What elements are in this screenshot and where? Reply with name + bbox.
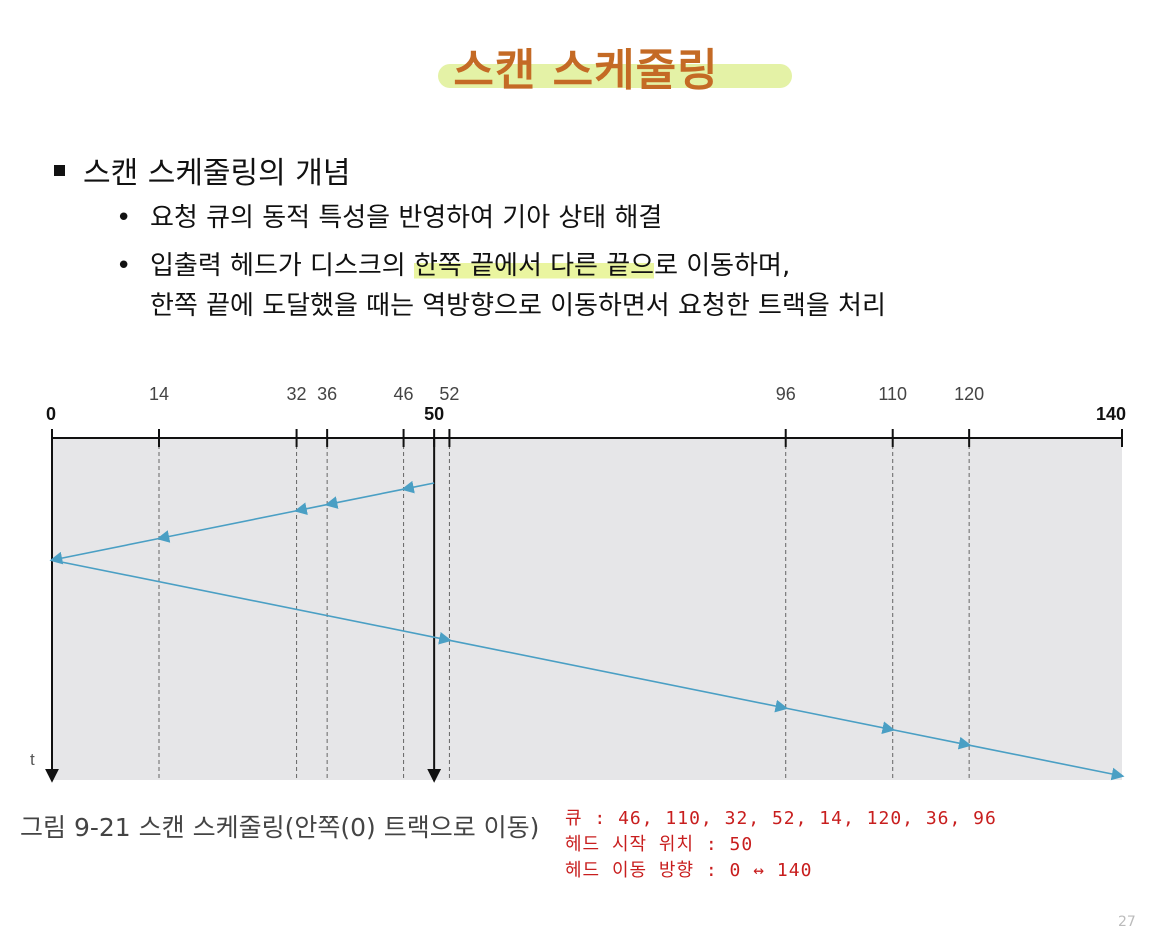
tick-label-120: 120 [954,384,984,404]
tick-label-96: 96 [776,384,796,404]
head-move-96-to-110 [785,707,896,734]
tick-label-52: 52 [439,384,459,404]
title-area: 스캔 스케줄링 [0,28,1172,98]
head-move-46-to-36 [324,488,404,509]
head-move-14-to-0 [49,537,160,565]
head-direction-note: 헤드 이동 방향 : 0 ↔ 140 [565,860,813,881]
head-move-36-to-32 [294,502,328,516]
tick-label-46: 46 [394,384,414,404]
head-move-32-to-14 [156,509,297,543]
time-axis-label: t [30,750,35,769]
main-heading: 스캔 스케줄링의 개념 [83,156,351,191]
page-number: 27 [1118,914,1136,930]
dot-bullet-icon: • [116,251,132,281]
figure-caption: 그림 9-21 스캔 스케줄링(안쪽(0) 트랙으로 이동) [20,813,540,842]
main-bullet: 스캔 스케줄링의 개념 [54,148,350,192]
queue-note: 큐 : 46, 110, 32, 52, 14, 120, 36, 96 [565,808,997,829]
sub-bullet-2-after: 로 이동하며, [654,251,791,281]
head-move-52-to-96 [449,639,789,713]
head-move-110-to-120 [892,728,972,750]
sub-bullet-2-line2: 한쪽 끝에 도달했을 때는 역방향으로 이동하면서 요청한 트랙을 처리 [150,291,886,321]
tick-label-36: 36 [317,384,337,404]
title-highlight [438,64,792,88]
tick-label-50: 50 [424,404,444,424]
sub-bullet-1: • 요청 큐의 동적 특성을 반영하여 기아 상태 해결 [116,198,662,238]
tick-label-0: 0 [46,404,56,424]
head-start-note: 헤드 시작 위치 : 50 [565,834,754,855]
sub-bullet-2-highlight: 한쪽 끝에서 다른 끝으 [414,251,655,281]
tick-label-140: 140 [1096,404,1126,424]
head-move-120-to-140 [968,744,1125,781]
slide-title: 스캔 스케줄링 [453,45,719,96]
chart-panel [52,438,1122,780]
tick-label-110: 110 [878,384,907,404]
tick-label-14: 14 [149,384,169,404]
head-move-50-to-46 [401,480,435,494]
sub-bullet-1-text: 요청 큐의 동적 특성을 반영하여 기아 상태 해결 [150,203,663,233]
square-bullet-icon [54,164,65,176]
dot-bullet-icon: • [116,203,132,233]
tick-label-32: 32 [287,384,307,404]
sub-bullet-2-before: 입출력 헤드가 디스크의 [150,251,414,281]
head-move-0-to-52 [51,559,452,645]
sub-bullet-2: • 입출력 헤드가 디스크의 한쪽 끝에서 다른 끝으로 이동하며, 한쪽 끝에 … [116,246,886,326]
